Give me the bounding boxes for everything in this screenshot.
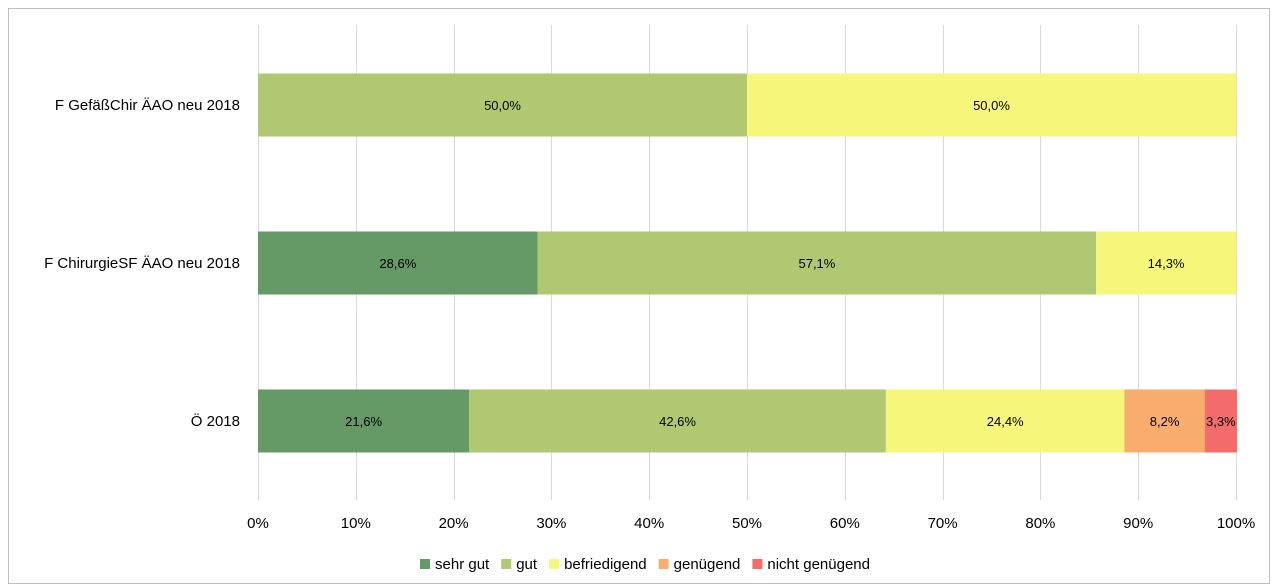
data-label: 28,6% (379, 256, 416, 271)
legend-swatch (420, 559, 431, 569)
legend-swatch (752, 559, 763, 569)
x-tick-label: 100% (1217, 515, 1255, 532)
x-tick-label: 30% (536, 515, 566, 532)
bar-segment (258, 389, 470, 453)
x-tick-label: 0% (247, 515, 269, 532)
x-tick-label: 50% (732, 515, 762, 532)
legend-swatch (501, 559, 512, 569)
bar-segment (258, 73, 747, 137)
bar-segment (1124, 389, 1205, 453)
bar-row: 28,6% 57,1% 14,3% (258, 231, 1236, 295)
legend-swatch (658, 559, 669, 569)
data-label: 21,6% (345, 414, 382, 429)
category-label: F GefäßChir ÄAO neu 2018 (55, 97, 240, 114)
data-label: 50,0% (973, 98, 1010, 113)
bar-segment (1204, 389, 1237, 453)
x-tick-label: 80% (1025, 515, 1055, 532)
legend-item: sehr gut (420, 556, 490, 573)
bar-segment (537, 231, 1097, 295)
bar-segment (1096, 231, 1236, 295)
data-label: 57,1% (798, 256, 835, 271)
legend-item: nicht genügend (752, 556, 870, 573)
legend-swatch (549, 559, 560, 569)
x-tick-label: 90% (1123, 515, 1153, 532)
x-tick-label: 10% (341, 515, 371, 532)
bar-segment (258, 231, 538, 295)
bar-segment (885, 389, 1125, 453)
legend-label: befriedigend (564, 556, 647, 573)
data-label: 24,4% (987, 414, 1024, 429)
legend: sehr gut gut befriedigend genügend nicht gen… (420, 556, 870, 573)
legend-label: gut (516, 556, 538, 573)
legend-item: genügend (658, 556, 741, 573)
bar-row: 21,6% 42,6% 24,4% 8,2% 3,3% (258, 389, 1237, 453)
data-label: 14,3% (1148, 256, 1185, 271)
legend-item: befriedigend (549, 556, 647, 573)
category-label: Ö 2018 (191, 412, 240, 430)
data-label: 8,2% (1150, 414, 1180, 429)
data-label: 3,3% (1206, 414, 1236, 429)
x-tick-label: 70% (928, 515, 958, 532)
data-label: 42,6% (659, 414, 696, 429)
x-tick-label: 40% (634, 515, 664, 532)
category-label: F ChirurgieSF ÄAO neu 2018 (44, 255, 240, 272)
legend-label: genügend (674, 556, 741, 573)
bar-segment (469, 389, 886, 453)
x-tick-label: 20% (439, 515, 469, 532)
bar-row: 50,0% 50,0% (258, 73, 1236, 137)
legend-item: gut (501, 556, 538, 573)
x-tick-label: 60% (830, 515, 860, 532)
legend-label: nicht genügend (767, 556, 870, 573)
legend-label: sehr gut (435, 556, 490, 573)
bar-segment (747, 73, 1236, 137)
data-label: 50,0% (484, 98, 521, 113)
